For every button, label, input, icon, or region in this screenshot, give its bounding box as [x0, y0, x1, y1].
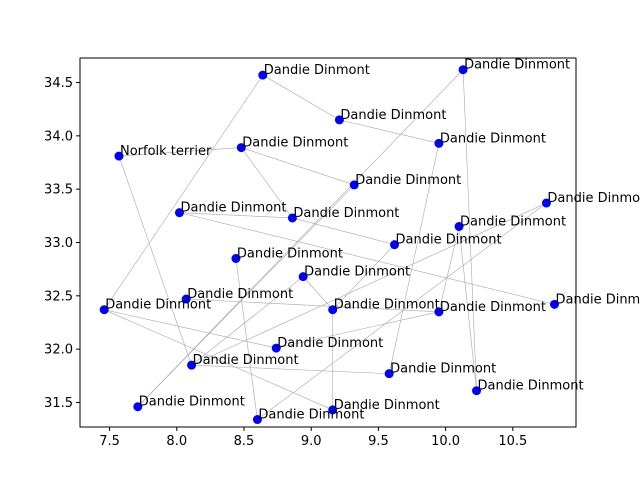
x-axis-ticks: 7.5 8.0 8.5 9.0 9.5 10.0 10.5: [99, 427, 527, 449]
point-label: Dandie Dinmont: [355, 173, 461, 188]
edge-line: [118, 156, 192, 366]
edges-layer: [103, 69, 555, 420]
data-point: [328, 405, 338, 415]
data-point: [458, 65, 468, 75]
data-point: [328, 305, 338, 315]
point-label: Dandie Dinmont: [334, 298, 440, 313]
edge-line: [276, 311, 439, 349]
data-point: [549, 299, 559, 309]
y-tick-label: 31.5: [44, 396, 73, 411]
data-point: [541, 198, 551, 208]
data-point: [454, 222, 464, 232]
edge-line: [388, 143, 440, 374]
data-point: [384, 369, 394, 379]
data-point: [258, 70, 268, 80]
edge-line: [191, 364, 390, 374]
y-tick-label: 32.5: [44, 289, 73, 304]
y-tick-label: 32.0: [44, 343, 73, 358]
edge-line: [103, 74, 264, 310]
data-point: [390, 240, 400, 250]
data-point: [231, 253, 241, 263]
point-label: Dandie Dinmont: [340, 108, 446, 123]
data-point: [271, 343, 281, 353]
point-label: Dandie Dinmont: [334, 398, 440, 413]
data-point: [236, 143, 246, 153]
x-tick-label: 10.0: [431, 434, 460, 449]
edge-line: [104, 309, 333, 411]
data-point: [472, 386, 482, 396]
x-tick-label: 8.5: [234, 434, 255, 449]
data-point: [252, 415, 262, 425]
edge-line: [137, 184, 355, 407]
y-tick-label: 34.5: [44, 76, 73, 91]
data-point: [187, 360, 197, 370]
edge-line: [179, 212, 555, 305]
point-label: Dandie Dinmont: [237, 246, 343, 261]
data-point: [349, 180, 359, 190]
point-label: Dandie Dinmont: [258, 408, 364, 423]
point-label: Dandie Dinmont: [187, 287, 293, 302]
edge-line: [191, 276, 304, 366]
point-label: Dandie Dinmont: [478, 379, 584, 394]
point-label: Dandie Dinmont: [242, 136, 348, 151]
edge-line: [257, 202, 547, 420]
points-layer: [99, 65, 559, 425]
y-axis-ticks: 31.5 32.0 32.5 33.0 33.5 34.0 34.5: [44, 76, 80, 411]
point-label: Dandie Dinmont: [180, 201, 286, 216]
edge-line: [241, 147, 355, 186]
edge-line: [104, 309, 277, 349]
point-label: Norfolk terrier: [120, 144, 212, 159]
data-point: [287, 213, 297, 223]
y-tick-label: 33.5: [44, 183, 73, 198]
point-label: Dandie Dinmont: [277, 336, 383, 351]
data-point: [133, 402, 143, 412]
data-point: [99, 305, 109, 315]
edge-line: [241, 147, 293, 219]
data-point: [114, 151, 124, 161]
point-label: Dandie Dinmont: [304, 265, 410, 280]
edge-line: [179, 212, 293, 219]
edge-line: [339, 119, 439, 144]
x-tick-label: 9.5: [368, 434, 389, 449]
point-label: Dandie Dinmont: [193, 353, 299, 368]
edge-line: [186, 298, 439, 313]
y-tick-label: 34.0: [44, 129, 73, 144]
point-label: Dandie Dinmont: [464, 58, 570, 73]
edge-line: [235, 258, 258, 420]
point-label: Dandie Dinmont: [105, 298, 211, 313]
data-point: [434, 307, 444, 317]
data-point: [434, 138, 444, 148]
point-label: Dandie Dinmont: [390, 362, 496, 377]
point-label: Dandie Dinmont: [396, 233, 502, 248]
point-label: Dandie Dinmont: [264, 63, 370, 78]
point-label: Dandie Dinmont: [555, 292, 640, 307]
edge-line: [137, 69, 464, 407]
point-label: Dandie Dinmont: [440, 300, 546, 315]
data-point: [334, 115, 344, 125]
x-tick-label: 8.0: [166, 434, 187, 449]
edge-line: [458, 226, 477, 391]
x-tick-label: 10.5: [498, 434, 527, 449]
y-tick-label: 33.0: [44, 236, 73, 251]
point-label: Dandie Dinmont: [440, 131, 546, 146]
edge-line: [191, 202, 547, 366]
edge-line: [292, 217, 395, 245]
edge-line: [118, 147, 242, 157]
x-tick-label: 7.5: [99, 434, 120, 449]
point-label: Dandie Dinmont: [460, 215, 566, 230]
edge-line: [438, 226, 460, 312]
data-point: [181, 294, 191, 304]
data-point: [298, 272, 308, 282]
point-label: Dandie Dinmont: [139, 395, 245, 410]
x-tick-label: 9.0: [301, 434, 322, 449]
edge-line: [332, 244, 395, 310]
data-point: [174, 208, 184, 218]
point-label: Dandie Dinmont: [547, 191, 640, 206]
edge-line: [262, 74, 340, 121]
edge-line: [462, 69, 477, 391]
edge-line: [302, 276, 333, 310]
point-label: Dandie Dinmont: [293, 206, 399, 221]
